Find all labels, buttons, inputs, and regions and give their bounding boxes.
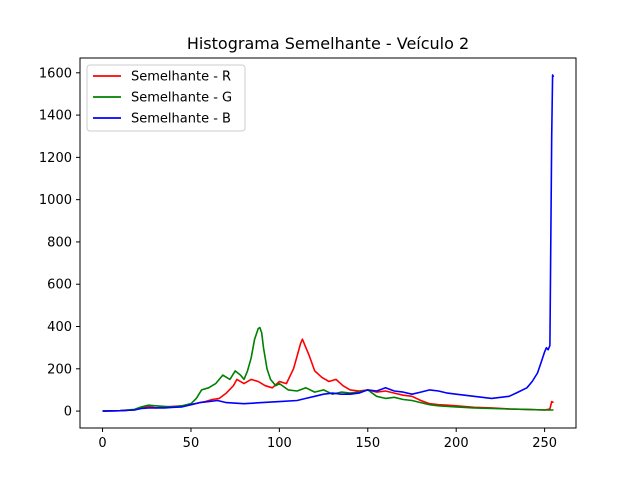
y-tick-label: 0 — [64, 405, 72, 420]
series-line-3 — [102, 74, 555, 412]
y-tick-label: 1400 — [39, 109, 72, 124]
series-line-2 — [102, 326, 554, 412]
axis-ticks: 0 50 100 150 200 250 0 200 400 600 800 1000 1200 1400… — [39, 66, 557, 451]
chart-title: Histograma Semelhante - Veículo 2 — [187, 34, 469, 53]
y-tick-label: 400 — [47, 320, 72, 335]
legend-label-1: Semelhante - R — [131, 70, 231, 85]
axes-frame — [79, 57, 577, 429]
y-tick-label: 1000 — [39, 193, 72, 208]
legend: Semelhante - R Semelhante - G Semelhante -… — [86, 64, 246, 132]
plot-area — [102, 74, 555, 412]
x-tick-label: 100 — [267, 436, 292, 451]
y-tick-label: 600 — [47, 278, 72, 293]
legend-label-3: Semelhante - B — [131, 112, 231, 127]
y-tick-label: 800 — [47, 235, 72, 250]
x-tick-label: 150 — [355, 436, 380, 451]
x-tick-label: 0 — [98, 436, 106, 451]
y-tick-label: 200 — [47, 362, 72, 377]
y-tick-label: 1600 — [39, 66, 72, 81]
legend-label-2: Semelhante - G — [131, 91, 232, 106]
x-tick-label: 200 — [444, 436, 469, 451]
x-tick-label: 250 — [532, 436, 557, 451]
x-tick-label: 50 — [183, 436, 200, 451]
legend-box — [86, 64, 246, 132]
y-tick-label: 1200 — [39, 151, 72, 166]
